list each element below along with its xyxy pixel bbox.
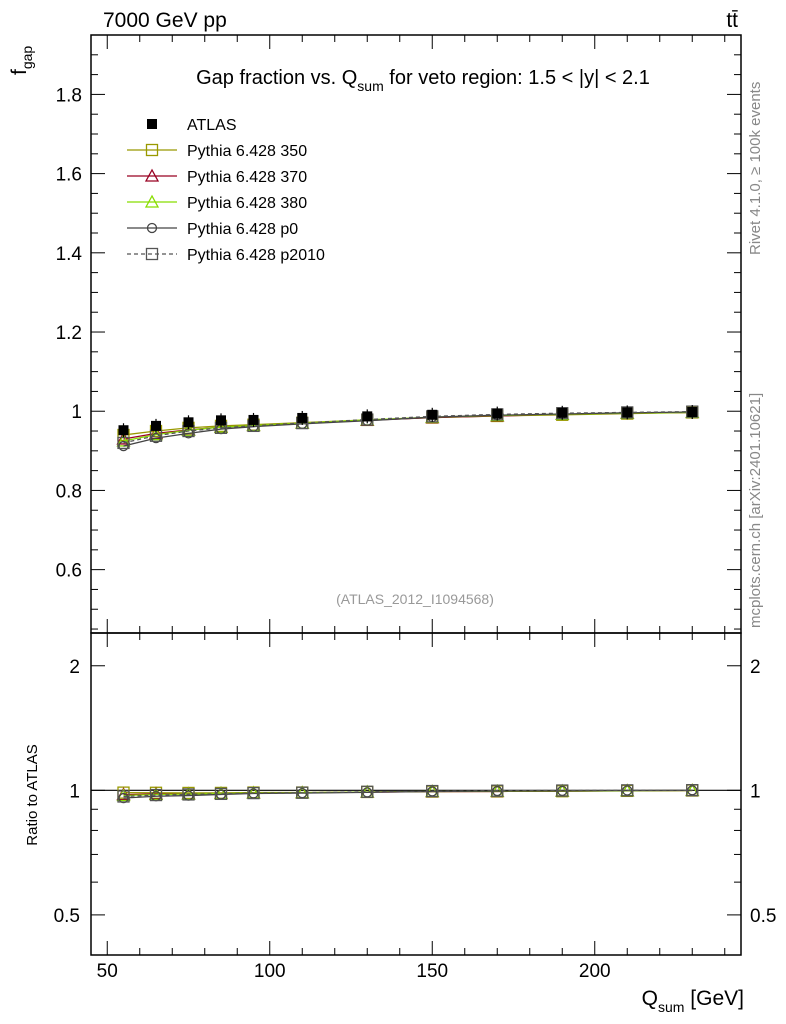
series-marker-ratio <box>426 784 439 798</box>
x-tick-label: 200 <box>579 961 611 982</box>
series-marker-ratio <box>361 785 374 798</box>
series-line-main <box>123 410 693 444</box>
data-point <box>622 407 633 418</box>
legend-marker <box>145 143 159 157</box>
series-marker-main <box>150 433 162 444</box>
y-tick-label-ratio-right: 2 <box>750 657 761 678</box>
legend-marker <box>144 194 160 208</box>
data-point <box>492 408 503 419</box>
x-axis-label: Qsum [GeV] <box>642 987 744 1015</box>
energy-label: 7000 GeV pp <box>103 9 227 32</box>
series-marker-ratio <box>687 785 698 796</box>
data-point <box>297 412 308 423</box>
y-tick-label-main: 1.8 <box>56 85 82 106</box>
series-marker-ratio <box>621 784 634 797</box>
series-marker-ratio <box>181 786 196 800</box>
y-tick-label-ratio-right: 1 <box>750 781 761 802</box>
series-marker-ratio <box>247 786 260 800</box>
legend-marker <box>145 247 159 261</box>
series-marker-ratio <box>214 787 228 801</box>
data-point <box>183 417 194 428</box>
legend-marker-atlas <box>147 119 157 129</box>
series-marker-ratio <box>296 786 309 799</box>
plot-title: Gap fraction vs. Qsum for veto region: 1… <box>196 67 650 94</box>
x-tick-label: 50 <box>97 961 118 982</box>
data-point <box>118 425 129 436</box>
series-marker-main <box>116 431 131 445</box>
series-marker-ratio <box>149 788 163 802</box>
series-marker-ratio <box>117 790 130 803</box>
x-tick-label: 150 <box>416 961 448 982</box>
y-tick-label-main: 1.2 <box>56 323 82 344</box>
series-marker-ratio <box>686 784 699 797</box>
data-point <box>248 414 259 425</box>
data-point <box>151 420 161 431</box>
series-marker-ratio <box>182 788 195 801</box>
ratio-panel-frame <box>90 632 742 956</box>
y-tick-label-main: 1.4 <box>56 244 83 265</box>
y-tick-label-main: 1.6 <box>56 165 82 186</box>
y-tick-label-main: 1 <box>71 402 82 423</box>
analysis-tag: (ATLAS_2012_I1094568) <box>336 591 494 607</box>
x-tick-label: 100 <box>254 961 286 982</box>
y-tick-label-ratio-right: 0.5 <box>750 906 776 927</box>
series-marker-main <box>213 419 229 433</box>
y-tick-label-main: 0.6 <box>56 561 82 582</box>
y-tick-label-ratio: 1 <box>69 781 80 802</box>
series-marker-ratio <box>556 784 569 797</box>
legend-label: Pythia 6.428 p2010 <box>187 247 325 264</box>
series-marker-main <box>117 436 130 450</box>
data-point <box>362 411 373 422</box>
legend-label: Pythia 6.428 p0 <box>187 221 298 238</box>
y-tick-label-ratio: 0.5 <box>54 906 80 927</box>
data-point <box>216 415 226 426</box>
y-tick-label-ratio: 2 <box>69 657 80 678</box>
process-label: tt̄ <box>726 9 738 32</box>
series-marker-ratio <box>491 784 504 797</box>
legend-label: Pythia 6.428 350 <box>187 143 307 160</box>
legend-marker <box>146 222 158 234</box>
series-marker-main <box>118 440 129 452</box>
legend-marker <box>144 168 160 182</box>
series-marker-main <box>246 418 261 432</box>
legend-label-atlas: ATLAS <box>187 117 237 134</box>
series-line-main <box>123 411 693 436</box>
legend-label: Pythia 6.428 370 <box>187 169 307 186</box>
data-point <box>427 409 438 420</box>
legend-label: Pythia 6.428 380 <box>187 195 307 212</box>
y-axis-label-main: fgap <box>8 46 35 75</box>
data-point <box>687 407 698 418</box>
y-axis-label-ratio: Ratio to ATLAS <box>24 744 41 845</box>
mcplots-label: mcplots.cern.ch [arXiv:2401.10621] <box>747 393 764 628</box>
rivet-label: Rivet 4.1.0, ≥ 100k events <box>747 82 764 255</box>
data-point <box>557 407 568 418</box>
series-marker-ratio <box>148 787 164 801</box>
y-tick-label-main: 0.8 <box>56 481 82 502</box>
series-line-main <box>123 411 693 440</box>
